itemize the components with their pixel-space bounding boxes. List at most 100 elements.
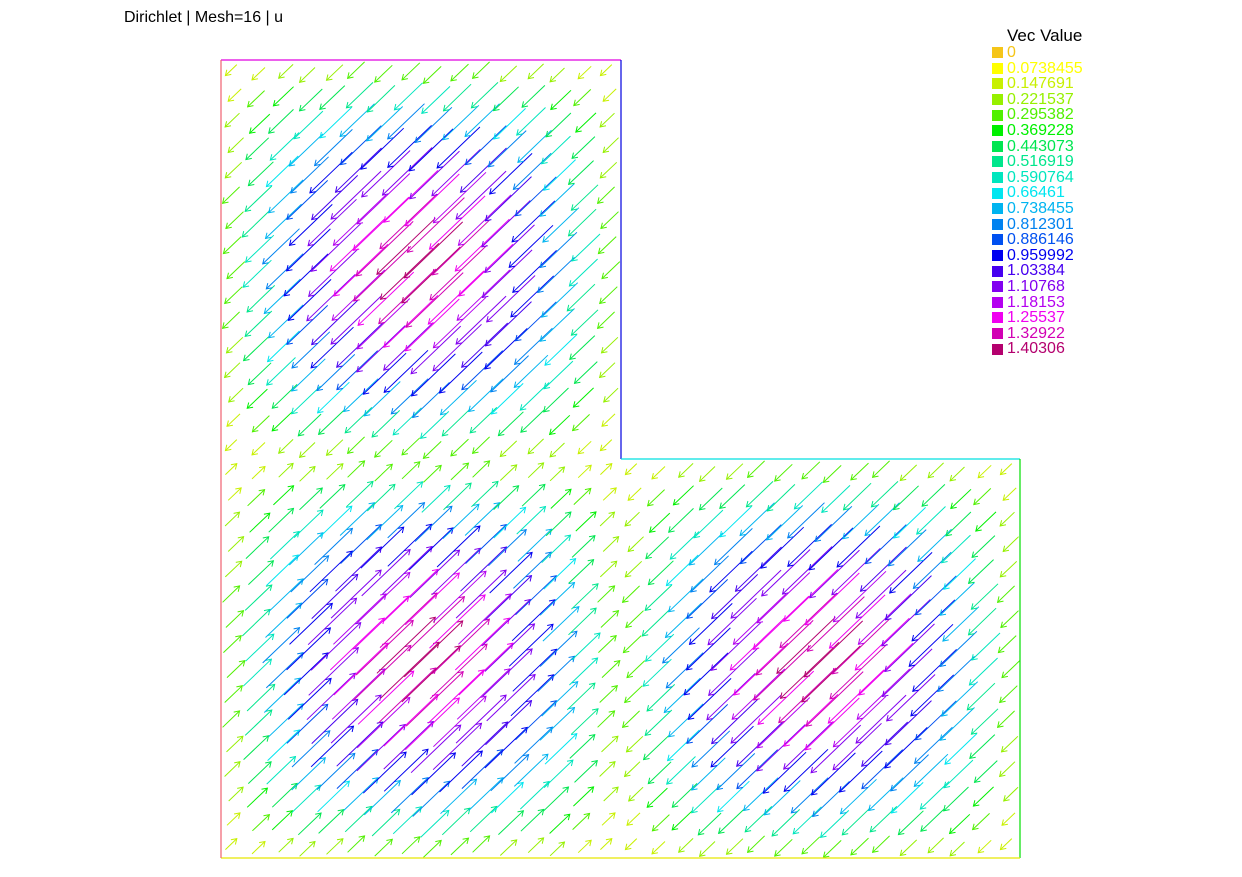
vector-arrow	[247, 761, 272, 784]
vector-arrow	[970, 583, 999, 610]
vector-arrows	[221, 61, 1021, 859]
vector-arrow	[569, 733, 596, 759]
vector-arrow	[346, 480, 374, 508]
vector-arrow	[273, 485, 295, 506]
vector-arrow	[698, 487, 723, 511]
legend-swatch	[992, 78, 1003, 90]
vector-arrow	[550, 89, 572, 111]
vector-arrow	[566, 283, 596, 312]
vector-arrow	[539, 183, 575, 217]
vector-arrow	[927, 462, 944, 479]
vector-arrow	[225, 837, 238, 850]
vector-arrow	[410, 353, 456, 397]
vector-arrow	[374, 463, 393, 482]
vector-arrow	[345, 82, 374, 109]
vector-arrow	[599, 64, 613, 77]
vector-arrow	[810, 752, 856, 796]
vector-arrow	[678, 838, 694, 853]
vector-arrow	[512, 152, 552, 191]
vector-arrow	[352, 595, 410, 650]
vector-arrow	[831, 547, 881, 596]
vector-arrow	[243, 735, 270, 760]
vector-arrow	[783, 721, 834, 770]
vector-arrow	[801, 836, 821, 855]
vector-arrow	[436, 525, 481, 568]
vector-arrow	[602, 536, 620, 552]
vector-arrow	[756, 572, 811, 624]
vector-arrow	[871, 835, 890, 853]
vector-arrow	[247, 161, 274, 187]
vector-arrow	[577, 440, 592, 455]
vector-arrow	[484, 726, 528, 769]
vector-arrow	[571, 583, 599, 610]
vector-arrow	[286, 578, 329, 619]
vector-arrow	[1001, 812, 1016, 826]
vector-arrow	[246, 285, 276, 313]
vector-arrow	[262, 627, 301, 664]
vector-arrow	[511, 200, 556, 243]
vector-arrow	[263, 677, 301, 713]
vector-arrow	[707, 597, 757, 646]
vector-arrow	[871, 460, 890, 478]
vector-arrow	[683, 652, 729, 696]
vector-arrow	[330, 694, 382, 744]
vector-arrow	[326, 463, 344, 480]
vector-arrow	[387, 523, 433, 567]
vector-arrow	[423, 464, 442, 483]
vector-arrow	[601, 812, 616, 826]
vector-arrow	[481, 249, 533, 299]
vector-arrow	[943, 786, 969, 812]
vector-arrow	[819, 810, 850, 839]
legend-label: 1.40306	[1007, 340, 1065, 358]
legend-items: 0 0.0738455 0.147691 0.221537 0.295382 0.3692…	[992, 45, 1132, 357]
vector-arrow	[411, 752, 457, 796]
vector-arrow	[808, 527, 854, 571]
legend-label: 0.0738455	[1007, 59, 1083, 77]
legend-label: 0.886146	[1007, 231, 1074, 249]
vector-arrow	[493, 108, 526, 140]
vector-arrow	[912, 648, 957, 692]
vector-arrow	[387, 124, 432, 168]
vector-arrow	[739, 502, 775, 537]
vector-arrow	[265, 155, 299, 188]
vector-arrow	[245, 137, 270, 161]
vector-arrow	[527, 438, 544, 455]
vector-arrow	[289, 602, 333, 645]
vector-arrow	[461, 322, 509, 368]
vector-arrow	[356, 571, 411, 624]
vector-arrow	[899, 839, 918, 857]
legend-label: 1.25537	[1007, 309, 1065, 327]
vector-arrow	[439, 750, 483, 793]
vector-arrow	[539, 581, 576, 616]
vector-arrow	[489, 551, 533, 594]
vector-arrow	[268, 179, 304, 214]
vector-arrow	[442, 83, 472, 112]
vector-arrow	[288, 532, 324, 566]
legend-label: 0.66461	[1007, 184, 1065, 202]
vector-arrow	[948, 813, 971, 835]
vector-arrow	[543, 387, 569, 413]
vector-arrow	[686, 579, 729, 620]
vector-arrow	[330, 569, 382, 619]
vector-arrow	[792, 806, 822, 835]
vector-arrow	[390, 378, 429, 415]
vector-arrow	[549, 442, 565, 458]
vector-arrow	[356, 696, 411, 749]
vector-arrow	[950, 488, 972, 510]
vector-arrow	[514, 301, 557, 342]
vector-arrow	[541, 681, 579, 717]
vector-arrow	[850, 837, 869, 856]
vector-arrow	[543, 557, 577, 590]
vector-arrow	[651, 814, 670, 832]
vector-arrow	[484, 301, 532, 347]
legend-label: 0.147691	[1007, 75, 1074, 93]
vector-arrow	[968, 657, 998, 686]
vector-arrow	[665, 554, 699, 587]
vector-arrow	[355, 619, 414, 676]
vector-arrow	[226, 812, 241, 826]
vector-arrow	[822, 840, 842, 859]
vector-arrow	[336, 721, 384, 767]
vector-arrow	[465, 523, 507, 564]
vector-arrow	[779, 592, 838, 649]
